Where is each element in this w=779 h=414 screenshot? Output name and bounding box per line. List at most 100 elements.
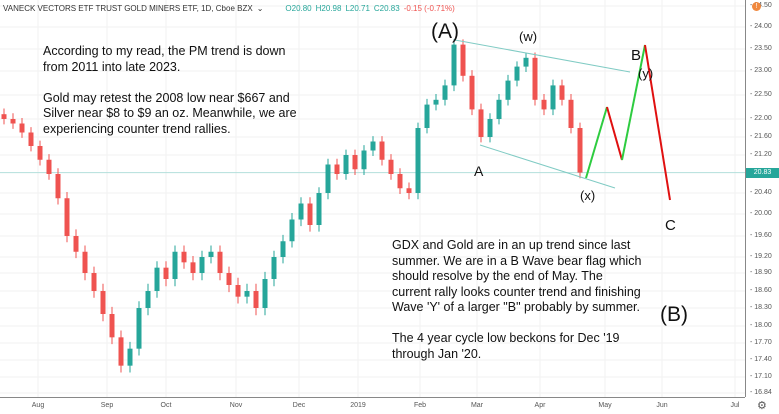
label-x: (x): [580, 188, 596, 203]
y-tick: - 19.20: [750, 253, 772, 260]
x-tick: Feb: [413, 402, 427, 409]
alert-icon[interactable]: !: [752, 2, 761, 11]
candle: [442, 85, 448, 100]
candle: [388, 159, 394, 174]
current-price-badge: 20.83: [746, 167, 779, 178]
candle: [289, 219, 295, 242]
y-tick: - 20.40: [750, 189, 772, 196]
candle: [406, 188, 412, 193]
candle: [190, 262, 196, 273]
label-B-paren: (B): [660, 303, 688, 326]
x-tick: Sep: [100, 402, 114, 409]
candle: [334, 164, 340, 174]
y-tick: - 19.60: [750, 232, 772, 239]
y-tick: - 23.50: [750, 45, 772, 52]
candle: [82, 251, 88, 273]
candle: [478, 109, 484, 137]
candle: [73, 236, 79, 252]
x-tick: Oct: [160, 402, 172, 409]
high-value: H20.98: [315, 3, 342, 13]
channel-lower-line: [479, 144, 616, 189]
label-y: (y): [638, 66, 654, 81]
wave-up-line: [585, 106, 608, 179]
x-tick: Jun: [656, 402, 668, 409]
candle: [415, 128, 421, 193]
gear-icon[interactable]: ⚙: [757, 400, 767, 412]
y-tick: - 16.84: [750, 389, 772, 396]
symbol-title[interactable]: VANECK VECTORS ETF TRUST GOLD MINERS ETF…: [3, 3, 253, 13]
price-axis[interactable]: - 24.50- 24.00- 23.50- 23.00- 22.50- 22.…: [745, 0, 779, 397]
right-note: GDX and Gold are in an up trend since la…: [392, 238, 642, 361]
candle: [298, 203, 304, 220]
chevron-down-icon[interactable]: ⌄: [256, 3, 264, 13]
label-w: (w): [519, 29, 538, 44]
candle: [262, 279, 268, 308]
candle: [37, 146, 43, 160]
candle: [217, 251, 223, 273]
candle: [424, 104, 430, 128]
y-tick: - 18.00: [750, 322, 772, 329]
candle: [469, 75, 475, 110]
close-value: C20.83: [373, 3, 400, 13]
candle: [397, 174, 403, 189]
candle: [226, 273, 232, 285]
label-B: B: [631, 47, 642, 64]
candle: [541, 99, 547, 110]
y-tick: - 18.60: [750, 287, 772, 294]
candle: [181, 251, 187, 263]
x-tick: Aug: [31, 402, 45, 409]
candle: [559, 85, 565, 100]
label-C: C: [665, 217, 676, 234]
y-tick: - 22.50: [750, 91, 772, 98]
x-tick: Nov: [229, 402, 243, 409]
candle: [91, 273, 97, 291]
left-note: According to my read, the PM trend is do…: [43, 44, 297, 136]
y-tick: - 17.70: [750, 339, 772, 346]
candle: [172, 251, 178, 279]
candle: [199, 257, 205, 273]
candle: [109, 314, 115, 338]
candle: [136, 308, 142, 349]
candle: [127, 348, 133, 366]
x-tick: Jul: [730, 402, 740, 409]
candle: [64, 198, 70, 236]
y-tick: - 17.10: [750, 373, 772, 380]
candle: [379, 141, 385, 160]
candle: [19, 123, 25, 133]
y-tick: - 17.40: [750, 356, 772, 363]
channel-upper-line: [454, 39, 631, 73]
x-tick: Dec: [292, 402, 306, 409]
candle: [118, 337, 124, 366]
candle: [10, 119, 16, 124]
y-tick: - 24.00: [750, 23, 772, 30]
candle: [568, 99, 574, 128]
price-chart[interactable]: [0, 0, 745, 397]
candle: [352, 155, 358, 170]
candle: [253, 291, 259, 308]
candle: [460, 44, 466, 76]
candle: [523, 57, 529, 67]
y-tick: - 22.00: [750, 115, 772, 122]
candle: [28, 132, 34, 146]
candle: [154, 267, 160, 291]
candle: [100, 291, 106, 314]
candle: [550, 85, 556, 110]
label-A-paren: (A): [431, 20, 459, 43]
candle: [487, 119, 493, 137]
y-tick: - 21.60: [750, 133, 772, 140]
time-axis[interactable]: Aug Sep Oct Nov Dec 2019 Feb Mar Apr May Jun Jul: [0, 397, 745, 414]
candle: [325, 164, 331, 193]
candle: [55, 174, 61, 199]
open-value: O20.80: [285, 3, 312, 13]
candle: [505, 80, 511, 100]
y-tick: - 18.90: [750, 269, 772, 276]
candle: [208, 251, 214, 257]
candle: [532, 57, 538, 100]
change-value: -0.15 (-0.71%): [403, 3, 455, 13]
candle: [496, 99, 502, 119]
candle: [433, 99, 439, 105]
x-tick: 2019: [350, 402, 366, 409]
x-tick: Apr: [534, 402, 546, 409]
candle: [235, 285, 241, 297]
low-value: L20.71: [345, 3, 370, 13]
